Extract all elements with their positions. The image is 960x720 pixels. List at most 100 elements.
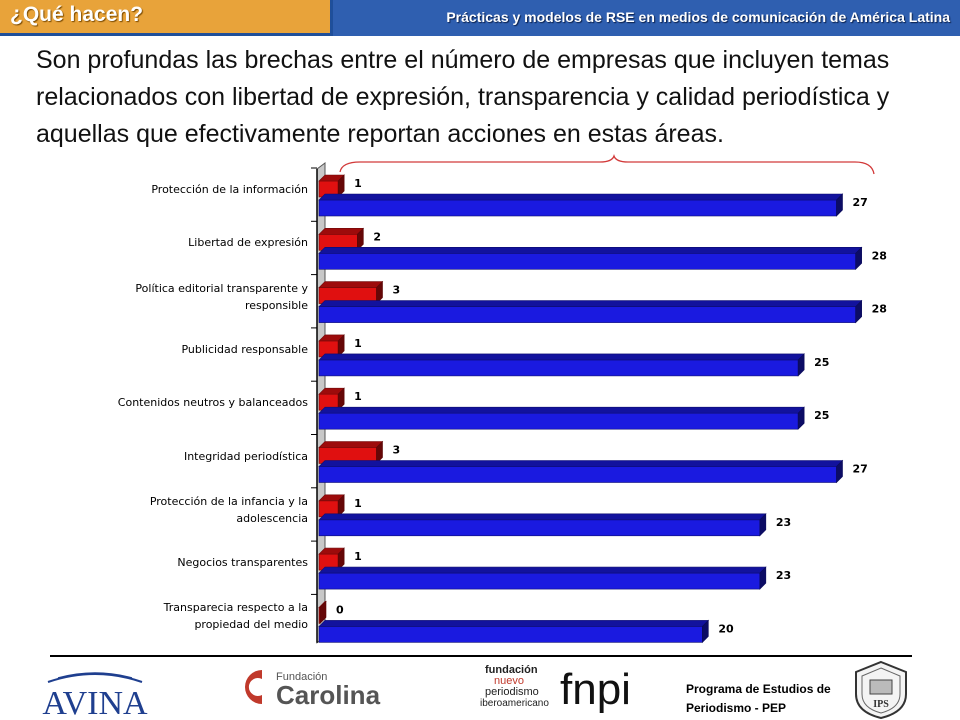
category-label-line: Contenidos neutros y balanceados — [117, 396, 308, 410]
data-label: 27 — [853, 196, 868, 209]
data-label: 28 — [872, 249, 887, 262]
bar — [318, 306, 856, 323]
bar-side-face — [337, 174, 345, 198]
bar-side-face — [337, 387, 345, 411]
category-label-line: propiedad del medio — [194, 618, 308, 632]
category-label: Negocios transparentes — [8, 554, 308, 571]
category-label: Integridad periodística — [8, 448, 308, 465]
section-header: ¿Qué hacen? — [0, 0, 330, 36]
bar-top-face — [318, 513, 767, 521]
bar-top-face — [318, 281, 384, 288]
data-label: 3 — [393, 284, 401, 297]
presentation-title: Prácticas y modelos de RSE en medios de … — [446, 9, 950, 25]
data-label: 2 — [373, 230, 381, 243]
bar-side-face — [702, 619, 709, 644]
category-label-line: Publicidad responsable — [181, 342, 308, 356]
bar-side-face — [759, 513, 767, 537]
bar-side-face — [337, 547, 345, 571]
brace-annotation — [339, 153, 875, 175]
bar-side-face — [337, 494, 345, 518]
category-label-line: Política editorial transparente y — [135, 281, 308, 295]
bar-side-face — [376, 440, 383, 465]
bar-chart: 1 27 2 28 3 28 1 25 1 25 3 27 1 23 1 23 0 20 — [311, 153, 887, 644]
category-label-line: Libertad de expresión — [188, 236, 308, 250]
avina-wordmark: AVINA — [42, 685, 148, 720]
category-label-line: Protección de la infancia y la — [149, 494, 308, 508]
section-title: ¿Qué hacen? — [10, 3, 144, 26]
data-label: 25 — [814, 356, 829, 369]
category-label-line: Integridad periodística — [183, 449, 308, 463]
bar-side-face — [357, 227, 364, 252]
bar — [318, 466, 837, 483]
data-label: 1 — [354, 497, 362, 510]
bar-side-face — [797, 353, 805, 377]
bar-side-face — [836, 459, 843, 484]
bar-top-face — [318, 247, 863, 254]
category-label-line: responsible — [244, 298, 308, 312]
bar — [318, 199, 837, 217]
data-label: 0 — [336, 603, 344, 616]
program-line-2: Periodismo - PEP — [686, 701, 787, 715]
bar — [318, 572, 761, 590]
bar — [318, 253, 856, 270]
bar-side-face — [855, 299, 862, 324]
bar-top-face — [318, 566, 767, 574]
fnpi-logo: fundación nuevo periodismo iberoamerican… — [480, 664, 631, 714]
bar-side-face — [376, 280, 383, 305]
bar-top-face — [318, 620, 710, 627]
bar-side-face — [759, 566, 767, 590]
bar — [318, 626, 703, 643]
fnpi-line-2: nuevo — [494, 675, 524, 687]
bar-side-face — [337, 334, 345, 358]
bar-side-face — [855, 246, 862, 271]
carolina-logo: Fundación Carolina — [245, 670, 381, 710]
data-label: 23 — [776, 516, 791, 529]
bar-top-face — [318, 228, 365, 235]
bar — [318, 412, 799, 430]
bar-side-face — [319, 600, 327, 625]
crest-letters: IPS — [873, 699, 889, 710]
bar-side-face — [797, 406, 805, 430]
presentation-header: Prácticas y modelos de RSE en medios de … — [330, 0, 960, 36]
university-crest-logo: IPS — [855, 660, 907, 720]
carolina-small-text: Fundación — [276, 671, 327, 683]
lead-text: Son profundas las brechas entre el númer… — [36, 46, 890, 148]
data-label: 1 — [354, 390, 362, 403]
data-label: 3 — [393, 444, 401, 457]
bar — [318, 359, 799, 377]
bar — [318, 519, 761, 537]
category-label: Transparecia respecto a la propiedad del … — [8, 599, 308, 633]
data-label: 20 — [718, 622, 734, 635]
avina-logo: AVINA — [42, 672, 148, 720]
bar-top-face — [318, 460, 844, 467]
bar-side-face — [836, 193, 843, 217]
fnpi-line-1: fundación — [485, 664, 538, 676]
fnpi-wordmark: fnpi — [560, 665, 631, 714]
data-label: 1 — [354, 177, 362, 190]
category-label: Protección de la infancia y la adolescenc… — [8, 493, 308, 527]
bar-top-face — [318, 193, 844, 201]
bar-top-face — [318, 300, 863, 307]
bar-top-face — [318, 353, 805, 361]
category-label: Libertad de expresión — [8, 234, 308, 251]
data-label: 1 — [354, 550, 362, 563]
fnpi-line-3: periodismo — [485, 686, 539, 698]
data-label: 25 — [814, 409, 829, 422]
program-credit: Programa de Estudios de Periodismo - PEP — [686, 680, 831, 718]
category-label-line: Transparecia respecto a la — [163, 601, 308, 615]
data-label: 1 — [354, 337, 362, 350]
carolina-big-text: Carolina — [276, 680, 381, 710]
category-label: Política editorial transparente y respons… — [8, 280, 308, 314]
footer-divider — [50, 655, 912, 657]
data-label: 23 — [776, 569, 791, 582]
category-label-line: Negocios transparentes — [177, 556, 308, 570]
fnpi-line-4: iberoamericano — [480, 698, 549, 709]
bar-top-face — [318, 406, 805, 414]
bar-top-face — [318, 441, 384, 448]
program-line-1: Programa de Estudios de — [686, 682, 831, 696]
category-label: Publicidad responsable — [8, 341, 308, 358]
category-label-line: Protección de la información — [151, 183, 308, 196]
data-label: 27 — [853, 463, 868, 476]
data-label: 28 — [872, 303, 887, 316]
category-label: Protección de la información — [8, 181, 308, 198]
